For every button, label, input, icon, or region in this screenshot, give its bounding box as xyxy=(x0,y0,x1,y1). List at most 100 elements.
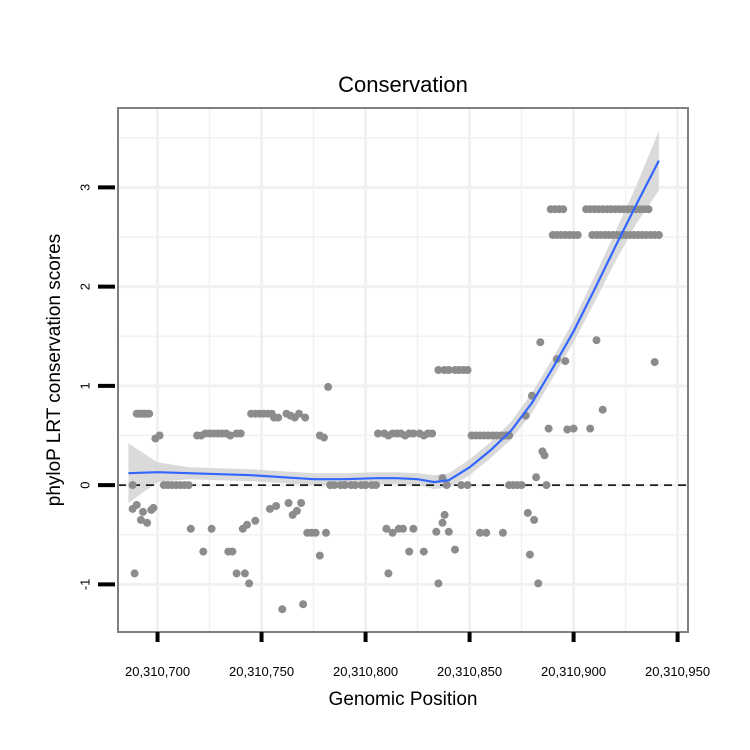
panel-border xyxy=(117,107,689,633)
x-tick-label: 20,310,900 xyxy=(541,664,606,679)
data-point xyxy=(388,528,397,537)
data-point xyxy=(128,481,137,490)
data-point xyxy=(563,425,572,434)
data-point xyxy=(476,528,484,537)
data-point xyxy=(463,481,472,490)
x-axis-title: Genomic Position xyxy=(329,689,478,710)
data-point xyxy=(240,569,249,578)
x-tick-label: 20,310,750 xyxy=(229,664,294,679)
data-point xyxy=(324,382,333,391)
y-tick-label: 3 xyxy=(77,184,92,191)
data-point xyxy=(544,424,553,433)
data-point xyxy=(143,518,152,527)
data-point xyxy=(540,451,549,460)
data-point xyxy=(482,528,491,537)
data-point xyxy=(232,569,241,578)
data-point xyxy=(136,515,145,524)
data-point xyxy=(132,501,141,509)
data-point xyxy=(236,429,245,438)
y-axis: -1 0 1 2 3 xyxy=(77,184,115,590)
data-point xyxy=(532,473,541,482)
data-point xyxy=(451,545,459,554)
data-point xyxy=(440,510,449,519)
data-point xyxy=(361,481,370,490)
data-point xyxy=(372,481,380,490)
x-axis: 20,310,700 20,310,750 20,310,800 20,310,850… xyxy=(125,632,710,679)
data-point xyxy=(598,405,607,414)
data-point xyxy=(274,413,283,422)
data-point xyxy=(186,524,195,533)
y-tick-label: 2 xyxy=(77,283,92,290)
x-tick-label: 20,310,800 xyxy=(333,664,398,679)
data-point xyxy=(251,516,260,525)
data-point xyxy=(434,579,443,588)
data-point xyxy=(299,600,308,609)
data-point xyxy=(265,504,274,513)
data-point xyxy=(409,429,418,438)
data-point xyxy=(184,481,193,490)
data-point xyxy=(438,518,447,527)
data-point xyxy=(650,358,659,367)
data-point xyxy=(523,508,532,517)
y-tick-label: -1 xyxy=(77,579,92,591)
data-point xyxy=(559,205,568,214)
data-point xyxy=(542,481,551,490)
x-tick-label: 20,310,850 xyxy=(437,664,502,679)
data-point xyxy=(569,424,578,433)
data-point xyxy=(319,433,328,442)
data-point xyxy=(199,547,208,556)
x-tick-label: 20,310,700 xyxy=(125,664,190,679)
data-point xyxy=(155,431,164,440)
data-point xyxy=(463,366,472,374)
y-axis-title: phyloP LRT conservation scores xyxy=(44,234,65,507)
smooth-line xyxy=(128,160,660,484)
data-point xyxy=(399,524,407,533)
x-tick-label: 20,310,950 xyxy=(645,664,710,679)
data-point xyxy=(517,481,526,490)
data-point xyxy=(322,528,330,537)
data-point xyxy=(498,528,507,537)
data-point xyxy=(149,503,158,512)
data-point xyxy=(534,579,543,588)
data-point xyxy=(434,366,443,374)
data-point xyxy=(145,409,154,418)
data-point xyxy=(586,424,595,433)
chart-title: Conservation xyxy=(338,72,468,97)
data-point xyxy=(428,429,437,438)
data-point xyxy=(405,547,414,556)
data-point xyxy=(382,524,391,533)
data-point xyxy=(351,481,360,490)
data-point xyxy=(384,569,393,578)
data-point xyxy=(330,481,339,490)
data-point xyxy=(297,499,306,507)
data-point xyxy=(432,527,441,536)
data-point xyxy=(530,515,539,524)
data-point xyxy=(311,528,320,537)
data-point xyxy=(315,551,324,560)
data-point xyxy=(245,579,254,588)
data-point xyxy=(226,431,235,440)
data-point xyxy=(536,338,545,347)
data-point xyxy=(654,231,663,239)
data-point xyxy=(561,357,570,366)
y-tick-label: 1 xyxy=(77,382,92,389)
data-point xyxy=(340,481,349,490)
data-point xyxy=(644,205,653,214)
data-point xyxy=(444,527,453,536)
data-point xyxy=(457,481,466,490)
data-point xyxy=(228,547,237,556)
data-point xyxy=(444,366,453,374)
data-point xyxy=(130,569,139,578)
data-point xyxy=(207,524,216,533)
data-point xyxy=(409,524,418,533)
data-point xyxy=(592,336,601,345)
data-point xyxy=(525,550,534,559)
data-point xyxy=(292,506,301,515)
data-point xyxy=(284,499,293,507)
data-point xyxy=(278,605,287,614)
y-tick-label: 0 xyxy=(77,482,92,489)
data-point xyxy=(573,231,582,239)
data-point xyxy=(139,507,147,516)
data-point xyxy=(374,429,382,438)
